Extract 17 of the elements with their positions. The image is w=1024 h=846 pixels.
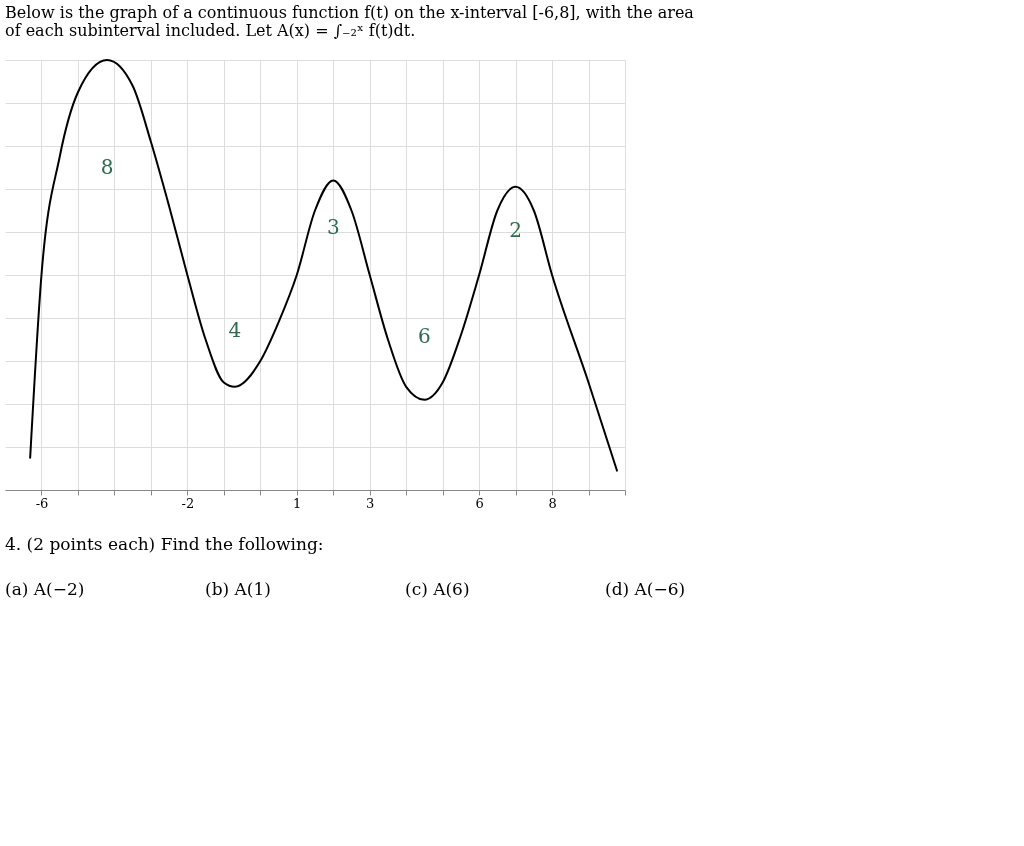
x-tick-label: 3 <box>366 495 375 511</box>
text: (c) A(6) <box>405 579 470 599</box>
annotation: 3 <box>326 214 340 239</box>
x-tick-label: -2 <box>181 495 195 511</box>
annotation: 8 <box>100 154 114 179</box>
annotation: 4 <box>228 317 242 342</box>
chart-title: Below is the graph of a continuous function f(t) on the x-interval [-6,8], with the area of each subinterval included. Let A(x) = ∫₋₂ˣ f(t)dt. <box>5 3 695 40</box>
text: (a) A(−2) <box>5 579 85 599</box>
text: 4. (2 points each) Find the following: <box>5 534 324 554</box>
text: (d) A(−6) <box>605 579 686 599</box>
text: (b) A(1) <box>205 579 271 599</box>
x-tick-label: 6 <box>475 495 484 511</box>
x-tick-label: -6 <box>35 495 49 511</box>
x-tick-label: 1 <box>293 495 302 511</box>
x-tick-label: 8 <box>548 495 557 511</box>
annotation: 2 <box>509 217 522 242</box>
annotation: 6 <box>418 324 431 349</box>
